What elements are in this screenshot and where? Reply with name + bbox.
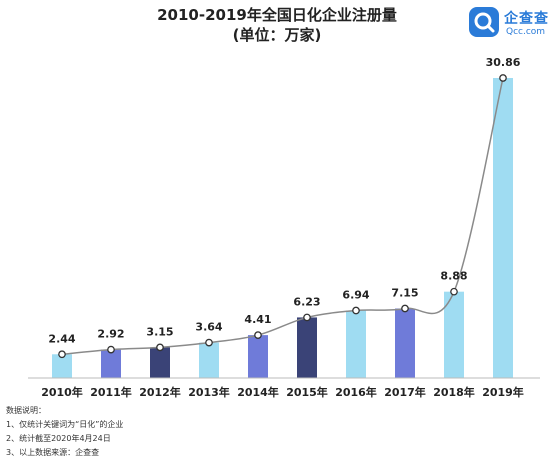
x-tick-label: 2013年	[188, 385, 230, 399]
trend-point	[254, 331, 262, 339]
magnifier-logo-icon	[469, 7, 499, 37]
trend-point	[205, 338, 213, 347]
x-tick-labels-group: 2010年 2011年 2012年 2013年 2014年 2015年 2016年 2017年…	[41, 385, 524, 399]
x-tick-label: 2014年	[237, 385, 279, 399]
trend-point	[156, 343, 164, 352]
x-tick-label: 2010年	[41, 385, 83, 399]
bar	[150, 347, 170, 378]
bar	[493, 78, 513, 378]
bar	[444, 291, 464, 378]
value-label: 8.88	[440, 270, 467, 283]
value-label: 30.86	[486, 56, 521, 69]
bars-group	[52, 78, 513, 378]
logo-url: Qcc.com	[506, 27, 546, 37]
notes-item: 3、以上数据来源：企查查	[6, 448, 100, 457]
bar	[52, 354, 72, 378]
trend-line	[61, 77, 504, 356]
notes-item: 2、统计截至2020年4月24日	[6, 434, 111, 443]
notes-item: 1、仅统计关键词为“日化”的企业	[6, 420, 124, 429]
qichacha-logo: 企查查 Qcc.com	[468, 6, 552, 42]
bar	[346, 310, 366, 378]
x-tick-label: 2011年	[90, 385, 132, 399]
value-label: 6.23	[293, 295, 320, 308]
trend-point	[58, 350, 66, 359]
trend-point	[303, 313, 311, 322]
bar	[297, 317, 317, 378]
x-tick-label: 2018年	[433, 385, 475, 399]
x-tick-label: 2016年	[335, 385, 377, 399]
value-label: 3.15	[146, 325, 173, 338]
value-labels-group: 2.44 2.92 3.15 3.64 4.41 6.23 6.94 7.15 8.88 30.8…	[48, 56, 520, 345]
value-label: 7.15	[391, 286, 418, 299]
bar	[199, 342, 219, 378]
data-notes: 数据说明： 1、仅统计关键词为“日化”的企业 2、统计截至2020年4月24日 …	[6, 404, 123, 460]
chart-subtitle: (单位：万家)	[232, 26, 322, 44]
trend-line-group	[58, 74, 507, 359]
value-label: 2.92	[97, 328, 124, 341]
x-tick-label: 2012年	[139, 385, 181, 399]
trend-point	[450, 287, 458, 296]
bar	[395, 308, 415, 378]
notes-heading: 数据说明：	[6, 406, 46, 415]
bar-chart: 2.44 2.92 3.15 3.64 4.41 6.23 6.94 7.15 8.88 30.8…	[28, 56, 540, 399]
logo-name: 企查查	[504, 11, 549, 27]
x-tick-label: 2017年	[384, 385, 426, 399]
trend-point	[107, 345, 115, 354]
value-label: 6.94	[342, 289, 369, 302]
value-label: 4.41	[244, 313, 271, 326]
value-label: 3.64	[195, 321, 222, 334]
bar	[248, 335, 268, 378]
value-label: 2.44	[48, 332, 75, 345]
title-block: 2010-2019年全国日化企业注册量 (单位：万家)	[0, 5, 554, 45]
trend-point	[352, 306, 360, 315]
trend-point	[401, 304, 409, 313]
chart-title: 2010-2019年全国日化企业注册量	[157, 6, 397, 24]
trend-point	[499, 74, 507, 82]
bar	[101, 349, 121, 378]
x-tick-label: 2015年	[286, 385, 328, 399]
x-tick-label: 2019年	[482, 385, 524, 399]
